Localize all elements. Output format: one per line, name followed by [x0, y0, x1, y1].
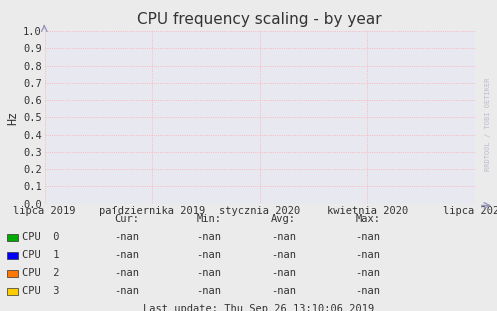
- Text: RRDTOOL / TOBI OETIKER: RRDTOOL / TOBI OETIKER: [485, 78, 491, 171]
- Text: Avg:: Avg:: [271, 214, 296, 224]
- Text: -nan: -nan: [355, 232, 380, 242]
- Text: -nan: -nan: [271, 232, 296, 242]
- Text: CPU  0: CPU 0: [22, 232, 60, 242]
- Title: CPU frequency scaling - by year: CPU frequency scaling - by year: [137, 12, 382, 27]
- Text: -nan: -nan: [355, 286, 380, 296]
- Text: Min:: Min:: [196, 214, 221, 224]
- Text: CPU  2: CPU 2: [22, 268, 60, 278]
- Text: -nan: -nan: [114, 286, 139, 296]
- Text: -nan: -nan: [355, 268, 380, 278]
- Text: -nan: -nan: [271, 286, 296, 296]
- Y-axis label: Hz: Hz: [6, 110, 19, 124]
- Text: Last update: Thu Sep 26 13:10:06 2019: Last update: Thu Sep 26 13:10:06 2019: [143, 304, 374, 311]
- Text: Max:: Max:: [355, 214, 380, 224]
- Text: -nan: -nan: [271, 268, 296, 278]
- Text: -nan: -nan: [114, 268, 139, 278]
- Text: -nan: -nan: [271, 250, 296, 260]
- Text: -nan: -nan: [196, 286, 221, 296]
- Text: CPU  1: CPU 1: [22, 250, 60, 260]
- Text: -nan: -nan: [114, 232, 139, 242]
- Text: -nan: -nan: [114, 250, 139, 260]
- Text: -nan: -nan: [355, 250, 380, 260]
- Text: -nan: -nan: [196, 232, 221, 242]
- Text: Cur:: Cur:: [114, 214, 139, 224]
- Text: -nan: -nan: [196, 250, 221, 260]
- Text: CPU  3: CPU 3: [22, 286, 60, 296]
- Text: -nan: -nan: [196, 268, 221, 278]
